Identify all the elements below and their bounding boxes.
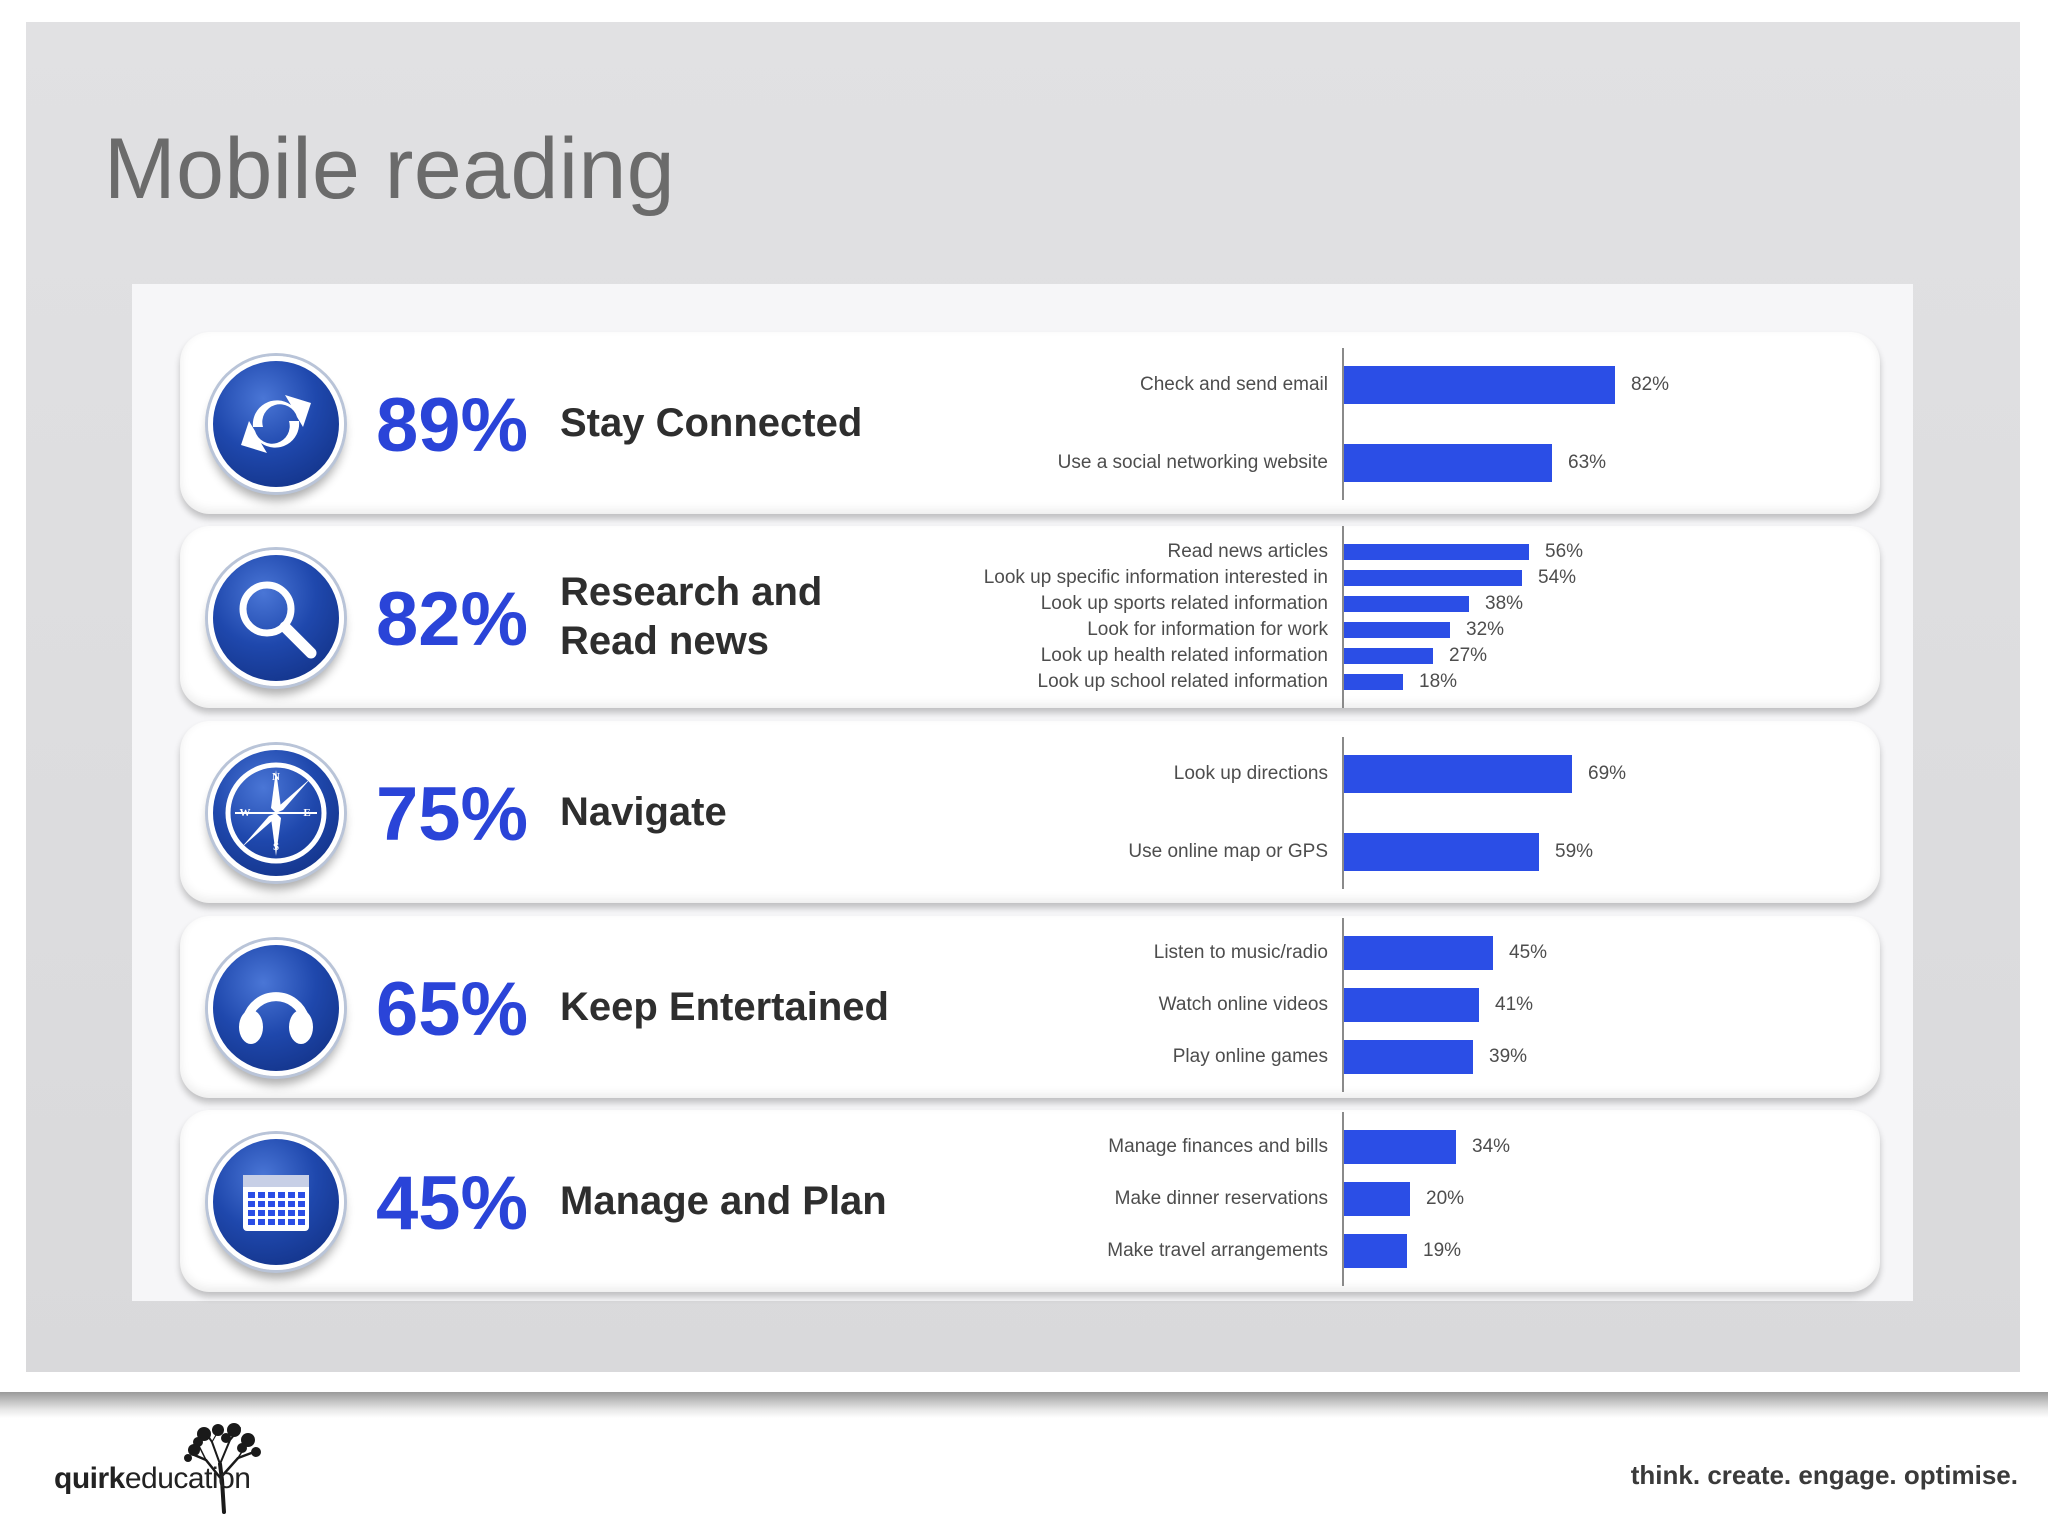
card-title: Keep Entertained — [560, 984, 889, 1029]
bar-label: Read news articles — [1167, 541, 1328, 562]
slide-title: Mobile reading — [104, 121, 676, 217]
bar — [1344, 1182, 1410, 1216]
headline-percent: 65% — [376, 967, 529, 1052]
bar-value-label: 41% — [1495, 994, 1534, 1015]
bar-label: Look up sports related information — [1040, 593, 1328, 614]
tagline: think. create. engage. optimise. — [1630, 1460, 2018, 1490]
calendar-icon — [208, 1134, 344, 1270]
bar-axis — [1342, 526, 1344, 708]
bar-value-label: 34% — [1472, 1136, 1511, 1157]
logo-wordmark: quirkeducation — [54, 1462, 251, 1496]
bar — [1344, 596, 1469, 612]
bar — [1344, 755, 1572, 793]
compass-letter-N: N — [272, 771, 280, 783]
bar-value-label: 45% — [1509, 942, 1548, 963]
bar — [1344, 544, 1529, 560]
chart-card: 89% Stay Connected Check and send email 82%… — [180, 332, 1880, 514]
headline-percent: 75% — [376, 772, 529, 857]
bar-value-label: 32% — [1466, 619, 1505, 640]
bar-value-label: 59% — [1555, 841, 1594, 862]
chart-card: 82% Research and Read news Read news artic… — [180, 526, 1880, 708]
bar-value-label: 69% — [1588, 763, 1627, 784]
bar-value-label: 63% — [1568, 452, 1607, 473]
magnifier-icon-graphic — [239, 581, 317, 659]
bar-axis — [1342, 918, 1344, 1092]
bar-value-label: 54% — [1538, 567, 1577, 588]
compass-icon-graphic: N E S W — [225, 762, 327, 864]
bar — [1344, 674, 1403, 690]
bar-label: Check and send email — [1140, 374, 1328, 395]
bar-label: Look for information for work — [1087, 619, 1328, 640]
bar-label: Use online map or GPS — [1128, 841, 1328, 862]
bar-chart: Check and send email 82% Use a social netw… — [910, 332, 1870, 514]
bar-axis — [1342, 737, 1344, 889]
headline-percent: 89% — [376, 383, 529, 468]
card-title: Manage and Plan — [560, 1178, 887, 1223]
compass-icon: N E S W — [208, 745, 344, 881]
headphones-icon-graphic — [239, 992, 313, 1044]
bar-label: Make dinner reservations — [1114, 1188, 1328, 1209]
bar — [1344, 1130, 1456, 1164]
mobile-usage-infographic: 89% Stay Connected Check and send email 82%… — [132, 284, 1913, 1301]
bar — [1344, 988, 1479, 1022]
bar-chart: Look up directions 69% Use online map or G… — [910, 721, 1870, 903]
bar-label: Look up school related information — [1037, 671, 1328, 692]
bar — [1344, 570, 1522, 586]
bar-value-label: 82% — [1631, 374, 1670, 395]
bar-label: Use a social networking website — [1057, 452, 1328, 473]
bar-value-label: 39% — [1489, 1046, 1528, 1067]
card-title: Research and Read news — [560, 570, 823, 663]
bar-label: Watch online videos — [1158, 994, 1328, 1015]
compass-letter-S: S — [273, 841, 279, 853]
card-title: Navigate — [560, 789, 727, 834]
bar-value-label: 20% — [1426, 1188, 1465, 1209]
bar-chart: Listen to music/radio 45% Watch online vid… — [910, 916, 1870, 1098]
refresh-arrows-icon — [208, 356, 344, 492]
bar-value-label: 19% — [1423, 1240, 1462, 1261]
bar — [1344, 622, 1450, 638]
chart-card: N E S W 75% Navigate Look up directions 69% Use … — [180, 721, 1880, 903]
bar-axis — [1342, 1112, 1344, 1286]
bar-label: Manage finances and bills — [1108, 1136, 1328, 1157]
refresh-arrows-icon-graphic — [241, 395, 311, 453]
headphones-icon — [208, 940, 344, 1076]
bar-chart: Read news articles 56% Look up specific in… — [910, 526, 1870, 708]
magnifier-icon — [208, 550, 344, 686]
bar-label: Look up health related information — [1040, 645, 1328, 666]
slide-bottom-shadow — [0, 1392, 2048, 1418]
bar-label: Play online games — [1172, 1046, 1328, 1067]
bar-axis — [1342, 348, 1344, 500]
logo-wordmark-bold: quirk — [54, 1462, 125, 1495]
bar — [1344, 833, 1539, 871]
chart-card: 65% Keep Entertained Listen to music/radio… — [180, 916, 1880, 1098]
bar-label: Listen to music/radio — [1153, 942, 1328, 963]
quirk-education-logo: quirkeducation — [54, 1420, 284, 1514]
bar-value-label: 56% — [1545, 541, 1584, 562]
compass-letter-E: E — [303, 807, 310, 819]
tree-logo-icon — [184, 1423, 261, 1514]
bar-chart: Manage finances and bills 34% Make dinner … — [910, 1110, 1870, 1292]
bar-value-label: 38% — [1485, 593, 1524, 614]
headline-percent: 45% — [376, 1161, 529, 1246]
card-title: Stay Connected — [560, 400, 863, 445]
bar — [1344, 366, 1615, 404]
bar — [1344, 444, 1552, 482]
calendar-icon-graphic — [243, 1175, 309, 1231]
bar-label: Look up specific information interested … — [983, 567, 1328, 588]
bar — [1344, 648, 1433, 664]
bar-value-label: 27% — [1449, 645, 1488, 666]
headline-percent: 82% — [376, 577, 529, 662]
chart-card: 45% Manage and Plan Manage finances and bi… — [180, 1110, 1880, 1292]
bar — [1344, 936, 1493, 970]
bar — [1344, 1234, 1407, 1268]
bar-label: Look up directions — [1173, 763, 1328, 784]
bar-value-label: 18% — [1419, 671, 1458, 692]
logo-wordmark-regular: education — [124, 1462, 251, 1495]
compass-letter-W: W — [240, 807, 251, 819]
bar-label: Make travel arrangements — [1107, 1240, 1328, 1261]
bar — [1344, 1040, 1473, 1074]
